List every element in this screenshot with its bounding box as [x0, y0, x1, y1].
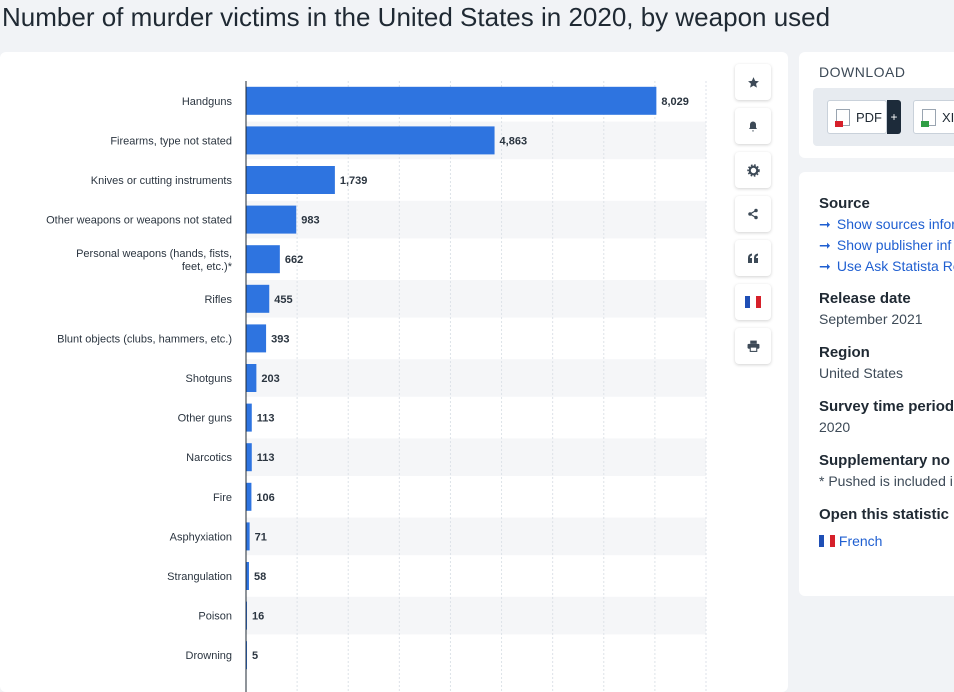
bar[interactable] — [246, 443, 252, 472]
category-label: Other guns — [178, 413, 233, 425]
bar[interactable] — [246, 522, 250, 551]
survey-period-value: 2020 — [819, 419, 851, 435]
row-stripe — [246, 200, 706, 239]
pdf-file-icon — [835, 108, 850, 127]
page-title: Number of murder victims in the United S… — [2, 2, 831, 32]
value-label: 113 — [257, 413, 275, 425]
value-label: 71 — [255, 531, 267, 543]
region-value: United States — [819, 365, 904, 381]
category-label: Firearms, type not stated — [110, 135, 232, 147]
category-label: Personal weapons (hands, fists, feet, etc… — [76, 248, 233, 273]
statistic-info-panel: Source ➞ Show sources infor ➞ Show publi… — [799, 172, 954, 596]
quote-icon — [748, 253, 758, 263]
category-label: Drowning — [186, 650, 232, 662]
value-label: 983 — [301, 215, 319, 227]
settings-button[interactable] — [735, 152, 771, 188]
share-icon — [748, 208, 758, 220]
value-label: 16 — [252, 611, 264, 623]
supplementary-notes-value: * Pushed is included i — [819, 473, 953, 489]
download-title: DOWNLOAD — [819, 64, 906, 80]
bar[interactable] — [246, 562, 249, 590]
value-label: 5 — [252, 650, 258, 662]
region-heading: Region — [819, 344, 870, 361]
xls-file-icon — [921, 108, 936, 127]
release-date-heading: Release date — [819, 290, 911, 307]
favorite-button[interactable] — [735, 64, 771, 100]
chart-card: 8,029 Handguns 4,863 Firearms, type not sta… — [0, 52, 788, 692]
french-flag-icon — [819, 535, 835, 547]
arrow-right-icon: ➞ — [819, 258, 831, 274]
category-label: Shotguns — [186, 373, 233, 385]
ask-statista-link[interactable]: ➞ Use Ask Statista Re — [819, 256, 954, 277]
row-stripe — [246, 596, 706, 635]
category-label: Strangulation — [167, 571, 232, 583]
value-label: 662 — [285, 254, 303, 266]
chart-toolbar — [735, 64, 773, 372]
bar[interactable] — [246, 482, 252, 511]
bar[interactable] — [246, 86, 657, 115]
supplementary-notes-heading: Supplementary no — [819, 452, 950, 469]
bar[interactable] — [246, 166, 335, 194]
row-stripe — [246, 359, 706, 397]
download-options: PDF + XI — [813, 88, 954, 146]
arrow-right-icon: ➞ — [819, 237, 831, 253]
share-button[interactable] — [735, 196, 771, 232]
category-label: Knives or cutting instruments — [91, 175, 233, 187]
download-panel: DOWNLOAD PDF + XI — [799, 52, 954, 158]
pdf-download-button[interactable]: PDF — [827, 100, 887, 134]
bell-icon — [749, 121, 757, 131]
row-stripe — [246, 280, 706, 318]
bar[interactable] — [246, 403, 252, 432]
category-label: Asphyxiation — [170, 531, 232, 543]
bar-chart: 8,029 Handguns 4,863 Firearms, type not sta… — [46, 81, 707, 692]
pdf-label: PDF — [856, 109, 882, 125]
bar[interactable] — [246, 205, 297, 234]
value-label: 393 — [271, 333, 289, 345]
value-label: 4,863 — [500, 135, 528, 147]
open-in-french-link[interactable]: French — [819, 531, 954, 552]
value-label: 8,029 — [661, 96, 689, 108]
category-label: Narcotics — [186, 452, 232, 464]
category-label: Blunt objects (clubs, hammers, etc.) — [57, 333, 232, 345]
bar[interactable] — [246, 284, 270, 313]
gear-icon — [746, 163, 760, 177]
source-heading: Source — [819, 195, 870, 212]
language-button[interactable] — [735, 284, 771, 320]
release-date-value: September 2021 — [819, 311, 923, 327]
show-sources-link[interactable]: ➞ Show sources infor — [819, 214, 954, 235]
category-label: Handguns — [182, 96, 233, 108]
french-flag-icon — [745, 296, 761, 308]
value-label: 455 — [274, 294, 292, 306]
value-label: 106 — [256, 492, 274, 504]
show-publisher-link[interactable]: ➞ Show publisher inf — [819, 235, 954, 256]
category-label: Fire — [213, 492, 232, 504]
cite-button[interactable] — [735, 240, 771, 276]
bar[interactable] — [246, 324, 267, 353]
survey-period-heading: Survey time period — [819, 398, 954, 415]
bar[interactable] — [246, 245, 280, 274]
category-label: Poison — [198, 611, 232, 623]
xls-download-button[interactable]: XI — [913, 100, 954, 134]
xls-label: XI — [942, 109, 954, 125]
notification-button[interactable] — [735, 108, 771, 144]
row-stripe — [246, 517, 706, 556]
pdf-plus-button[interactable]: + — [887, 100, 901, 134]
bar[interactable] — [246, 126, 495, 155]
category-label: Rifles — [204, 294, 232, 306]
value-label: 1,739 — [340, 175, 368, 187]
bar[interactable] — [246, 364, 257, 392]
star-icon — [747, 76, 759, 88]
category-label: Other weapons or weapons not stated — [46, 215, 232, 227]
print-icon — [747, 340, 759, 352]
row-stripe — [246, 438, 706, 476]
value-label: 113 — [257, 452, 275, 464]
value-label: 58 — [254, 571, 266, 583]
print-button[interactable] — [735, 328, 771, 364]
open-statistic-heading: Open this statistic — [819, 506, 950, 523]
arrow-right-icon: ➞ — [819, 216, 831, 232]
value-label: 203 — [261, 373, 279, 385]
